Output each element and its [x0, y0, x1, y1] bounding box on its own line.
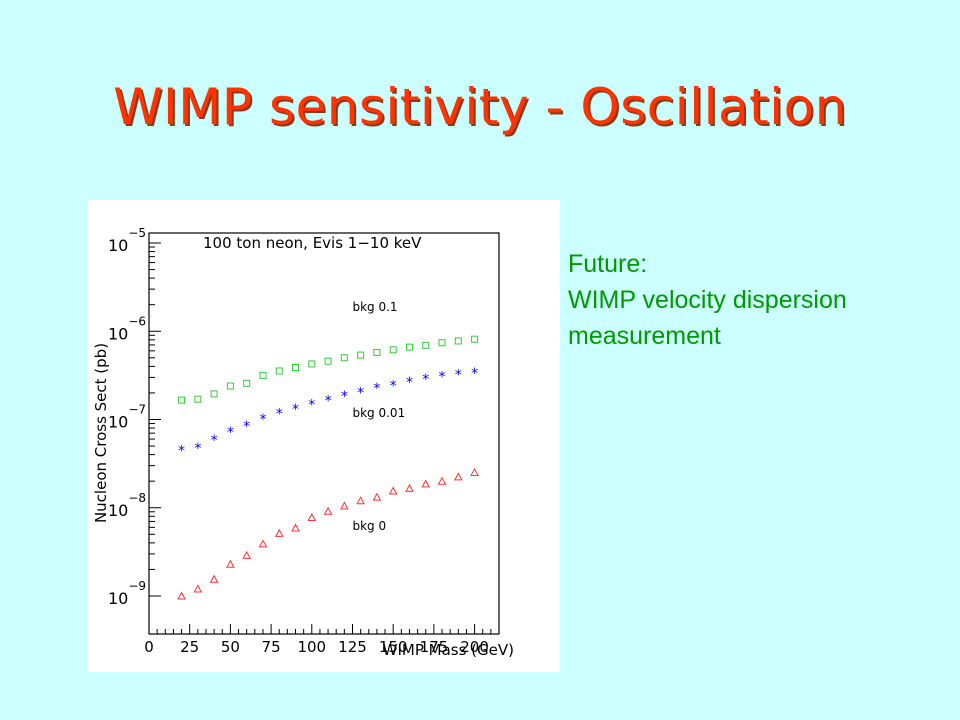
- data-point-star: *: [439, 369, 446, 385]
- data-point-square: [340, 354, 348, 362]
- data-point-triangle: [193, 584, 203, 593]
- data-point-square: [373, 348, 381, 356]
- data-point-triangle: [405, 483, 414, 492]
- x-tick-label: 0: [144, 638, 154, 656]
- data-point-square: [243, 379, 251, 387]
- data-point-square: [308, 360, 316, 368]
- data-point-star: *: [276, 407, 283, 423]
- data-points: * * * * * * * * * * * * * * * * * * *: [177, 335, 479, 600]
- x-tick-label: 75: [262, 638, 281, 656]
- data-point-star: *: [227, 425, 234, 441]
- data-point-star: *: [341, 389, 348, 405]
- data-point-star: *: [194, 441, 201, 457]
- data-point-triangle: [226, 559, 235, 568]
- data-point-triangle: [356, 496, 365, 505]
- data-point-triangle: [453, 472, 463, 481]
- data-point-square: [389, 346, 397, 354]
- side-note: Future: WIMP velocity dispersion measure…: [568, 246, 847, 354]
- data-point-star: *: [471, 366, 478, 382]
- slide-title: WIMP sensitivity - Oscillation: [113, 78, 847, 136]
- y-tick-label: 10−5: [108, 226, 146, 255]
- data-point-triangle: [209, 574, 219, 583]
- data-point-square: [438, 339, 446, 347]
- data-point-star: *: [325, 393, 332, 409]
- data-point-square: [178, 396, 186, 404]
- data-point-star: *: [455, 368, 462, 384]
- x-tick-label: 175: [420, 638, 449, 656]
- data-point-triangle: [323, 506, 333, 515]
- data-point-square: [194, 395, 202, 403]
- data-point-star: *: [422, 372, 429, 388]
- series-annotation: bkg 0: [352, 519, 386, 533]
- data-point-triangle: [307, 512, 317, 521]
- y-tick-label: 10−7: [108, 403, 146, 432]
- axis-ticks: [148, 242, 492, 634]
- data-point-star: *: [178, 444, 185, 460]
- data-point-star: *: [357, 385, 364, 401]
- note-line: WIMP velocity dispersion: [568, 286, 847, 314]
- x-tick-label: 50: [221, 638, 240, 656]
- y-tick-label: 10−6: [108, 314, 146, 343]
- tick-labels: 0 25 50 75 100 125 150 175 200 10−5 10−6 10−7 10−8 10…: [108, 226, 489, 656]
- series-annotation: bkg 0.01: [352, 406, 405, 420]
- y-tick-label: 10−9: [108, 579, 146, 608]
- x-axis-label: WIMP Mass (GeV): [383, 641, 514, 659]
- data-point-triangle: [291, 523, 300, 532]
- x-tick-label: 100: [297, 638, 326, 656]
- x-tick-label: 200: [460, 638, 489, 656]
- data-point-star: *: [308, 398, 315, 414]
- plot-title: 100 ton neon, Evis 1−10 keV: [203, 234, 422, 252]
- data-point-star: *: [292, 402, 299, 418]
- data-point-square: [292, 363, 300, 371]
- data-point-square: [471, 335, 479, 343]
- data-point-star: *: [390, 378, 397, 394]
- data-point-triangle: [421, 479, 431, 488]
- data-point-star: *: [373, 381, 380, 397]
- data-point-triangle: [470, 467, 479, 476]
- data-point-star: *: [243, 419, 250, 435]
- data-point-square: [454, 337, 462, 345]
- sensitivity-plot: 100 ton neon, Evis 1−10 keV WIMP Mass (G…: [88, 200, 560, 672]
- data-point-square: [210, 390, 218, 398]
- data-point-star: *: [211, 433, 218, 449]
- note-line: Future:: [568, 250, 648, 278]
- plot-canvas: 100 ton neon, Evis 1−10 keV WIMP Mass (G…: [92, 226, 514, 659]
- data-point-square: [357, 351, 365, 359]
- data-point-square: [226, 382, 234, 390]
- data-point-triangle: [177, 591, 186, 600]
- data-point-triangle: [388, 486, 398, 495]
- series-annotation: bkg 0.1: [352, 300, 397, 314]
- series-annotations: bkg 0.1 bkg 0.01 bkg 0: [352, 300, 405, 533]
- data-point-triangle: [258, 539, 268, 548]
- data-point-square: [275, 367, 283, 375]
- data-point-triangle: [437, 476, 447, 485]
- x-tick-label: 25: [180, 638, 199, 656]
- data-point-triangle: [242, 550, 252, 559]
- data-point-triangle: [372, 492, 382, 501]
- plot-frame: [148, 232, 500, 635]
- data-point-square: [324, 357, 332, 365]
- x-tick-label: 125: [338, 638, 367, 656]
- x-tick-label: 150: [379, 638, 408, 656]
- y-axis-label: Nucleon Cross Sect (pb): [92, 343, 110, 523]
- data-point-square: [422, 341, 430, 349]
- data-point-star: *: [406, 375, 413, 391]
- data-point-triangle: [340, 501, 349, 510]
- data-point-square: [405, 343, 413, 351]
- note-line: measurement: [568, 322, 721, 350]
- data-point-triangle: [274, 528, 284, 537]
- data-point-star: *: [259, 412, 266, 428]
- y-tick-label: 10−8: [108, 491, 146, 520]
- data-point-square: [259, 371, 267, 379]
